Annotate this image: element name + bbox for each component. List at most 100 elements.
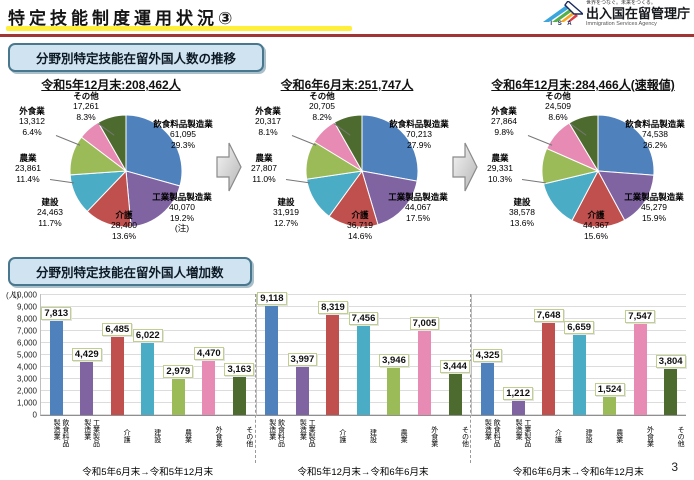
bar-value-label: 7,547 — [625, 310, 656, 324]
bar-cell: 3,946 — [379, 353, 409, 415]
pie-charts-row: 令和5年12月末:208,462人 飲食料品製造業 61,095 29.3% 工業製品… — [0, 72, 694, 251]
bar-value-label: 6,659 — [564, 321, 595, 335]
bar-cell: 9,118 — [257, 291, 287, 415]
agency-name: 出入国在留管理庁 — [585, 5, 690, 21]
bar — [232, 377, 246, 415]
bar-value-label: 4,470 — [193, 347, 224, 361]
transition-arrow-2 — [452, 88, 478, 246]
pie-slice-label: 介護 44,367 15.6% — [583, 210, 609, 241]
bar-value-label: 3,946 — [379, 353, 409, 367]
bar-value-label: 9,118 — [257, 291, 287, 305]
pie1-svg — [69, 114, 183, 228]
agency-logo: I S A 世界をつなぐ。未来をつくる。 出入国在留管理庁 Immigratio… — [541, 1, 690, 27]
bar-category-label: 工業製品製造業 — [299, 419, 316, 447]
paper-plane-icon — [542, 1, 583, 22]
bar-value-label: 7,648 — [533, 309, 564, 323]
section2-heading: 分野別特定技能在留外国人増加数 — [8, 257, 252, 286]
y-tick-label: 1,000 — [16, 398, 37, 408]
page-number: 3 — [671, 460, 678, 474]
bar-value-label: 6,485 — [102, 323, 133, 337]
bar — [387, 367, 401, 415]
bar-value-label: 4,429 — [71, 347, 102, 361]
right-arrow-icon — [216, 142, 242, 192]
bar-value-label: 3,444 — [440, 359, 470, 373]
pie1-panel: 飲食料品製造業 61,095 29.3% 工業製品製造業 40,070 19.2% (注) 介… — [6, 91, 216, 251]
pie-slice — [125, 170, 181, 228]
bar-cell: 7,547 — [625, 310, 656, 415]
bar-cell: 4,470 — [193, 347, 224, 415]
bar-category-label: 飲食料品製造業 — [53, 419, 69, 447]
bar-cell: 3,997 — [287, 353, 318, 415]
bar-category-label: 外食業 — [430, 425, 438, 447]
pie-slice-label: 建設 24,463 11.7% — [37, 197, 63, 228]
right-arrow-icon — [452, 142, 478, 192]
y-tick-label: 5,000 — [16, 350, 37, 360]
bar — [603, 396, 617, 415]
pie-slice-label: その他 20,705 8.2% — [309, 91, 335, 122]
pie-chart-3: 令和6年12月末:284,466人(速報値) 飲食料品製造業 74,538 26.2… — [478, 74, 688, 251]
section1-heading: 分野別特定技能在留外国人数の推移 — [8, 43, 265, 72]
bar-category-label: 農業 — [615, 429, 623, 443]
y-tick-label: 3,000 — [16, 374, 37, 384]
y-tick-label: 0 — [32, 410, 37, 420]
pie-slice-label: 外食業 20,317 8.1% — [255, 106, 281, 137]
pie-slice-label: その他 17,261 8.3% — [73, 91, 99, 122]
bar-cell: 1,524 — [594, 382, 625, 415]
transition-arrow-1 — [216, 88, 242, 246]
bar-cell: 8,319 — [318, 301, 348, 415]
bar-category-label: その他 — [677, 425, 685, 447]
pie-slice-label: 外食業 27,864 9.8% — [491, 106, 517, 137]
group1-caption: 令和5年6月末→令和5年12月末 — [82, 467, 214, 478]
pie2-panel: 飲食料品製造業 70,213 27.9% 工業製品製造業 44,067 17.5% 介護 36… — [242, 91, 452, 251]
bar — [265, 305, 279, 415]
bar — [511, 400, 525, 415]
bar-cell: 7,005 — [409, 316, 440, 415]
y-axis: 10,000 9,000 8,000 7,000 6,000 5,000 4,000 3,00… — [4, 291, 40, 420]
bar — [664, 369, 678, 415]
pie-slice-label: 農業 27,807 11.0% — [251, 153, 277, 184]
pie-slice-label: 飲食料品製造業 70,213 27.9% — [389, 119, 449, 150]
pie-slice-label: 工業製品製造業 40,070 19.2% (注) — [152, 192, 212, 234]
bar-value-label: 7,813 — [41, 307, 72, 321]
bar-group-3: 4,325 1,212 7,648 6,659 1,524 7,547 3,804 飲食料品製… — [471, 294, 687, 463]
pie1-title: 令和5年12月末:208,462人 — [41, 78, 181, 92]
bar-cell: 4,429 — [71, 347, 102, 415]
bar-value-label: 1,524 — [594, 382, 625, 396]
pie-slice — [571, 169, 626, 228]
bar-cell: 4,325 — [472, 349, 503, 415]
bar — [171, 379, 185, 415]
bar — [542, 323, 556, 415]
pie-slice-label: その他 24,509 8.6% — [545, 91, 571, 122]
bar-category-label: 建設 — [153, 429, 161, 443]
y-tick-label: 8,000 — [16, 314, 37, 324]
bar-cell: 2,979 — [163, 365, 194, 415]
bar-value-label: 7,456 — [348, 311, 379, 325]
bar-cell: 3,163 — [224, 363, 255, 415]
page-title: 特定技能制度運用状況③ — [8, 9, 237, 28]
bar-cell: 3,444 — [440, 359, 470, 415]
pie-slice — [125, 114, 183, 187]
bar — [202, 361, 216, 415]
pie-slice-label: 工業製品製造業 45,279 15.9% — [624, 192, 684, 223]
bar-value-label: 3,163 — [224, 363, 255, 376]
bar-category-label: その他 — [461, 425, 469, 447]
bar-category-label: 外食業 — [646, 425, 654, 447]
bar-category-label: 建設 — [369, 429, 377, 443]
agency-abbr: I S A — [550, 21, 574, 27]
bar-category-label: その他 — [245, 425, 253, 447]
pie-slice-label: 建設 31,919 12.7% — [273, 197, 299, 228]
bar — [448, 373, 462, 415]
bar-value-label: 1,212 — [503, 386, 533, 400]
bar-value-label: 3,804 — [655, 355, 686, 369]
pie-slice-label: 介護 36,719 14.6% — [347, 210, 373, 241]
bar — [110, 337, 124, 415]
agency-logo-mark: I S A — [541, 1, 583, 27]
bar-value-label: 3,997 — [287, 353, 318, 366]
pie3-panel: 飲食料品製造業 74,538 26.2% 工業製品製造業 45,279 15.9% 介護 44… — [478, 91, 688, 251]
bar-group-1: 7,813 4,429 6,485 6,022 2,979 4,470 3,163 飲食料品製… — [40, 294, 256, 463]
header: 特定技能制度運用状況③ I S A 世界をつなぐ。未来をつくる。 出入国在留管理… — [0, 0, 694, 37]
title-highlight-bar — [6, 26, 352, 31]
bar — [356, 325, 370, 415]
bar-value-label: 6,022 — [132, 328, 163, 342]
pie-slice-label: 建設 38,578 13.6% — [509, 197, 535, 228]
